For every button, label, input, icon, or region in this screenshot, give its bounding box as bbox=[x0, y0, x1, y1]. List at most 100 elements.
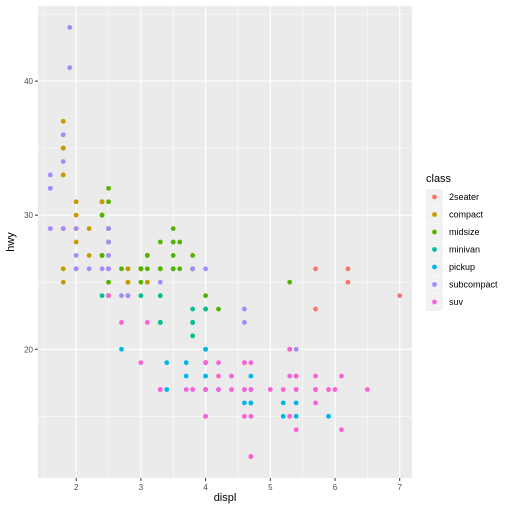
data-point-midsize bbox=[106, 199, 111, 205]
data-point-minivan bbox=[190, 306, 196, 312]
data-point-2seater bbox=[345, 266, 351, 272]
data-point-suv bbox=[364, 387, 370, 392]
data-point-subcompact bbox=[60, 132, 66, 138]
legend-swatch-compact bbox=[432, 212, 437, 217]
data-point-minivan bbox=[190, 333, 196, 339]
data-point-midsize bbox=[170, 253, 176, 258]
data-point-subcompact bbox=[242, 320, 247, 325]
data-point-midsize bbox=[106, 185, 111, 191]
y-tick-label: 40 bbox=[24, 77, 33, 86]
data-point-subcompact bbox=[119, 293, 124, 299]
data-point-compact bbox=[73, 199, 79, 205]
data-point-subcompact bbox=[47, 185, 53, 191]
legend: class 2seater compact midsize minivan pickup… bbox=[426, 173, 498, 311]
data-point-suv bbox=[248, 413, 254, 419]
data-point-compact bbox=[60, 118, 66, 124]
data-point-midsize bbox=[170, 239, 176, 245]
data-point-subcompact bbox=[106, 226, 111, 231]
data-point-subcompact bbox=[67, 25, 73, 30]
x-tick-label: 3 bbox=[139, 483, 144, 492]
data-point-subcompact bbox=[60, 226, 66, 231]
data-point-suv bbox=[248, 387, 254, 392]
data-point-midsize bbox=[99, 212, 105, 218]
major-gridlines bbox=[38, 6, 412, 478]
data-point-subcompact bbox=[67, 65, 73, 71]
data-point-subcompact bbox=[242, 306, 247, 312]
data-point-pickup bbox=[203, 346, 208, 352]
data-point-suv bbox=[242, 413, 247, 419]
legend-label-midsize: midsize bbox=[449, 227, 480, 237]
data-point-subcompact bbox=[106, 253, 111, 258]
data-point-compact bbox=[60, 145, 66, 151]
data-point-minivan bbox=[190, 320, 196, 325]
data-point-midsize bbox=[203, 293, 208, 299]
data-point-pickup bbox=[326, 413, 331, 419]
data-point-midsize bbox=[138, 266, 144, 272]
data-point-pickup bbox=[164, 387, 170, 392]
legend-swatch-midsize bbox=[432, 229, 437, 235]
data-point-suv bbox=[248, 454, 254, 459]
data-point-2seater bbox=[313, 266, 318, 272]
data-point-suv bbox=[229, 373, 234, 379]
axis-ticks bbox=[35, 80, 401, 481]
data-point-suv bbox=[332, 387, 338, 392]
data-point-midsize bbox=[216, 306, 221, 312]
y-tick-label: 30 bbox=[24, 211, 33, 220]
data-point-suv bbox=[287, 346, 293, 352]
data-point-suv bbox=[106, 293, 111, 299]
data-point-midsize bbox=[99, 253, 105, 258]
data-point-midsize bbox=[177, 239, 183, 245]
legend-swatch-suv bbox=[432, 299, 437, 305]
data-point-pickup bbox=[248, 400, 254, 406]
legend-label-subcompact: subcompact bbox=[449, 280, 498, 290]
data-point-midsize bbox=[138, 279, 144, 285]
data-point-minivan bbox=[203, 306, 208, 312]
y-tick-label: 20 bbox=[24, 345, 33, 354]
data-point-pickup bbox=[280, 400, 286, 406]
data-point-2seater bbox=[313, 306, 318, 312]
data-point-midsize bbox=[170, 266, 176, 272]
data-point-compact bbox=[86, 226, 92, 231]
data-point-suv bbox=[119, 320, 124, 325]
data-point-suv bbox=[216, 373, 221, 379]
x-tick-label: 2 bbox=[74, 483, 79, 492]
data-point-subcompact bbox=[60, 159, 66, 164]
data-point-suv bbox=[229, 387, 234, 392]
data-point-suv bbox=[280, 387, 286, 392]
data-point-suv bbox=[248, 360, 254, 366]
data-point-subcompact bbox=[73, 253, 79, 258]
data-point-pickup bbox=[242, 400, 247, 406]
data-point-suv bbox=[313, 373, 318, 379]
data-point-suv bbox=[203, 360, 208, 366]
data-point-2seater bbox=[397, 293, 403, 299]
data-point-suv bbox=[287, 413, 293, 419]
minor-gridlines bbox=[38, 6, 412, 478]
data-point-minivan bbox=[99, 293, 105, 299]
data-point-compact bbox=[125, 279, 131, 285]
data-point-subcompact bbox=[86, 266, 92, 272]
data-point-subcompact bbox=[157, 279, 163, 285]
data-point-compact bbox=[60, 172, 66, 178]
legend-swatch-2seater bbox=[432, 194, 437, 200]
x-axis-title: displ bbox=[214, 492, 237, 504]
data-point-suv bbox=[183, 387, 189, 392]
data-point-midsize bbox=[157, 266, 163, 272]
x-tick-label: 6 bbox=[333, 483, 338, 492]
data-point-2seater bbox=[345, 279, 351, 285]
data-point-midsize bbox=[157, 239, 163, 245]
data-points bbox=[47, 25, 403, 459]
data-point-minivan bbox=[157, 293, 163, 299]
data-point-pickup bbox=[293, 400, 299, 406]
data-point-pickup bbox=[119, 346, 124, 352]
data-point-subcompact bbox=[73, 226, 79, 231]
data-point-pickup bbox=[280, 413, 286, 419]
data-point-midsize bbox=[144, 266, 150, 272]
data-point-subcompact bbox=[190, 266, 196, 272]
data-point-suv bbox=[216, 387, 221, 392]
data-point-suv bbox=[339, 373, 344, 379]
data-point-compact bbox=[60, 266, 66, 272]
data-point-pickup bbox=[164, 360, 170, 366]
data-point-compact bbox=[73, 239, 79, 245]
data-point-midsize bbox=[190, 253, 196, 258]
data-point-midsize bbox=[170, 226, 176, 231]
